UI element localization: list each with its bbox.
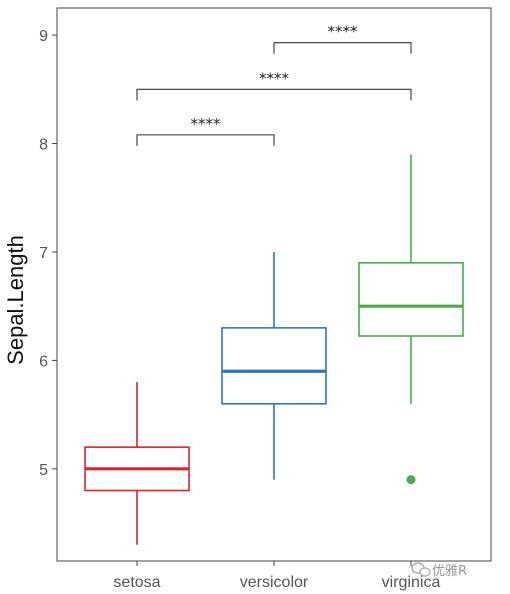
x-tick-label: virginica xyxy=(382,574,441,591)
box-virginica xyxy=(358,154,464,485)
y-axis-title: Sepal.Length xyxy=(3,235,28,365)
box-iqr xyxy=(221,327,327,405)
box-versicolor xyxy=(221,251,327,480)
comparison-setosa-virginica: **** xyxy=(136,69,412,101)
significance-label: **** xyxy=(259,69,290,87)
box-setosa xyxy=(84,382,190,545)
x-tick-label: versicolor xyxy=(240,574,309,591)
significance-label: **** xyxy=(191,115,222,133)
boxes xyxy=(84,154,464,545)
watermark: 优雅R xyxy=(411,562,467,579)
comparison-versicolor-virginica: **** xyxy=(273,23,412,54)
x-axis: setosa versicolor virginica xyxy=(113,561,440,591)
comparison-setosa-versicolor: **** xyxy=(136,115,275,146)
significance-label: **** xyxy=(328,23,359,41)
y-tick-label: 8 xyxy=(39,137,48,154)
watermark-text: 优雅R xyxy=(432,564,467,579)
y-tick-label: 5 xyxy=(39,462,48,479)
outlier-point xyxy=(406,475,416,485)
y-tick-label: 9 xyxy=(39,28,48,45)
y-tick-label: 6 xyxy=(39,353,48,370)
bracket-line xyxy=(273,42,412,54)
y-tick-label: 7 xyxy=(39,245,48,262)
bracket-line xyxy=(136,134,275,146)
box-iqr xyxy=(358,262,464,337)
x-tick-label: setosa xyxy=(113,574,160,591)
y-axis: 5 6 7 8 9 xyxy=(39,28,57,479)
bracket-line xyxy=(136,88,412,101)
wechat-icon xyxy=(411,562,431,577)
significance-brackets: **** **** **** xyxy=(136,23,412,146)
